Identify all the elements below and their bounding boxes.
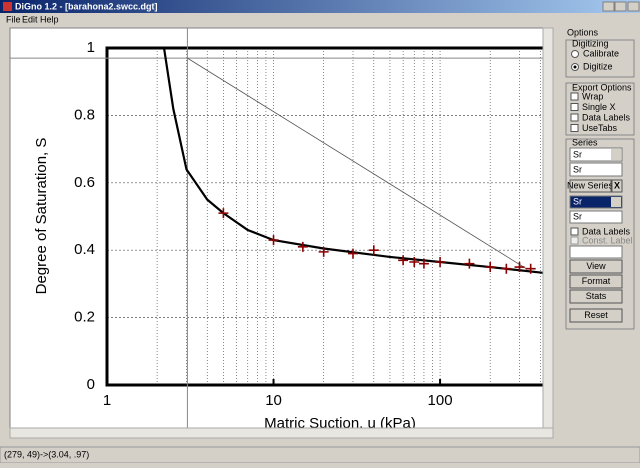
status-text: (279, 49)->(3.04, .97) xyxy=(4,449,89,459)
checkbox-label: UseTabs xyxy=(582,123,618,133)
checkbox[interactable] xyxy=(570,92,579,101)
checkbox[interactable] xyxy=(570,124,579,132)
title-bar xyxy=(0,0,640,13)
button-label: Stats xyxy=(586,291,607,301)
checkbox xyxy=(570,236,579,245)
textbox-value: Sr xyxy=(573,211,582,221)
minimize[interactable] xyxy=(602,1,615,12)
series-select[interactable] xyxy=(569,147,623,162)
data-point xyxy=(485,262,496,273)
fit-curve xyxy=(162,47,543,274)
group-box xyxy=(565,82,635,136)
guide-line xyxy=(187,57,527,270)
x-tick-label: 100 xyxy=(428,392,453,409)
y-tick-label: 0.4 xyxy=(74,241,95,258)
data-point xyxy=(464,258,475,269)
data-point xyxy=(435,256,446,267)
button[interactable] xyxy=(569,308,623,323)
button-label: Reset xyxy=(584,310,608,320)
group-box xyxy=(565,39,635,78)
menu-item[interactable]: File xyxy=(6,14,21,24)
button-label: New Series xyxy=(567,180,614,190)
delete-button[interactable] xyxy=(611,179,623,193)
data-point xyxy=(514,262,525,273)
checkbox-label: Single X xyxy=(582,102,616,112)
select-value: Sr xyxy=(573,196,582,206)
v-scrollbar[interactable] xyxy=(542,27,554,429)
menu-item[interactable]: Edit xyxy=(22,14,38,24)
axes-frame xyxy=(105,46,543,387)
new-series-button[interactable] xyxy=(569,179,612,193)
group-box xyxy=(565,138,635,330)
data-point xyxy=(347,248,358,259)
series-name-2[interactable] xyxy=(569,210,623,224)
radio-label: Digitize xyxy=(583,61,613,71)
button-label: View xyxy=(586,261,606,271)
data-point xyxy=(525,263,536,274)
window-controls[interactable] xyxy=(602,1,640,12)
status-bar xyxy=(0,446,640,464)
button-label: X xyxy=(614,180,620,190)
data-point xyxy=(409,256,420,267)
plot: 0 0.2 0.4 0.6 0.8 1 1 10 100 Degree of Saturation… xyxy=(10,28,543,432)
h-scrollbar[interactable] xyxy=(9,427,554,439)
group-title: Series xyxy=(572,137,598,147)
data-point xyxy=(501,263,512,274)
x-tick-label: 1 xyxy=(103,392,111,409)
data-point xyxy=(398,255,409,266)
button[interactable] xyxy=(569,289,623,304)
radio-dot xyxy=(573,65,577,69)
checkbox[interactable] xyxy=(570,103,579,111)
x-tick-label: 10 xyxy=(265,392,282,409)
series-name[interactable] xyxy=(569,162,623,177)
maximize[interactable] xyxy=(614,1,627,12)
y-tick-label: 0.2 xyxy=(74,309,95,326)
menu-item[interactable]: Help xyxy=(40,14,59,24)
select-value: Sr xyxy=(573,149,582,159)
dropdown-arrow[interactable] xyxy=(611,197,621,207)
panel-title: Options xyxy=(567,27,599,37)
button[interactable] xyxy=(569,274,623,289)
label-textbox[interactable] xyxy=(569,245,623,259)
checkbox-label: Const. Label xyxy=(582,235,633,245)
data-point xyxy=(368,245,379,256)
checkbox[interactable] xyxy=(570,113,579,122)
checkbox-label: Data Labels xyxy=(582,112,631,122)
radio-label: Calibrate xyxy=(583,48,619,58)
y-tick-label: 0.6 xyxy=(74,174,95,191)
radio[interactable] xyxy=(571,50,579,58)
x-axis-title: Matric Suction, u (kPa) xyxy=(264,415,416,432)
dropdown-arrow[interactable] xyxy=(611,149,621,160)
series-select-2[interactable] xyxy=(569,195,623,209)
data-point xyxy=(297,241,308,252)
window-title: DiGno 1.2 - [barahona2.swcc.dgt] xyxy=(15,1,158,11)
textbox-value: Sr xyxy=(573,164,582,174)
canvas xyxy=(9,27,544,429)
button[interactable] xyxy=(569,259,623,274)
options-panel: Options Digitizing Export Options Series… xyxy=(565,27,635,330)
menu-bar: File Edit Help xyxy=(6,14,59,24)
group-title: Export Options xyxy=(572,82,632,92)
button-label: Format xyxy=(582,276,611,286)
data-point xyxy=(418,258,429,269)
y-tick-label: 1 xyxy=(87,39,95,56)
app-icon xyxy=(3,2,12,11)
checkbox-label: Data Labels xyxy=(582,226,631,236)
y-axis-title: Degree of Saturation, S xyxy=(33,138,50,295)
data-point xyxy=(268,235,279,246)
y-tick-label: 0.8 xyxy=(74,106,95,123)
y-tick-label: 0 xyxy=(87,376,95,393)
group-title: Digitizing xyxy=(572,38,609,48)
checkbox-label: Wrap xyxy=(582,91,603,101)
close[interactable] xyxy=(627,1,640,12)
checkbox[interactable] xyxy=(570,227,579,236)
data-point xyxy=(318,246,329,257)
data-point xyxy=(218,208,229,219)
